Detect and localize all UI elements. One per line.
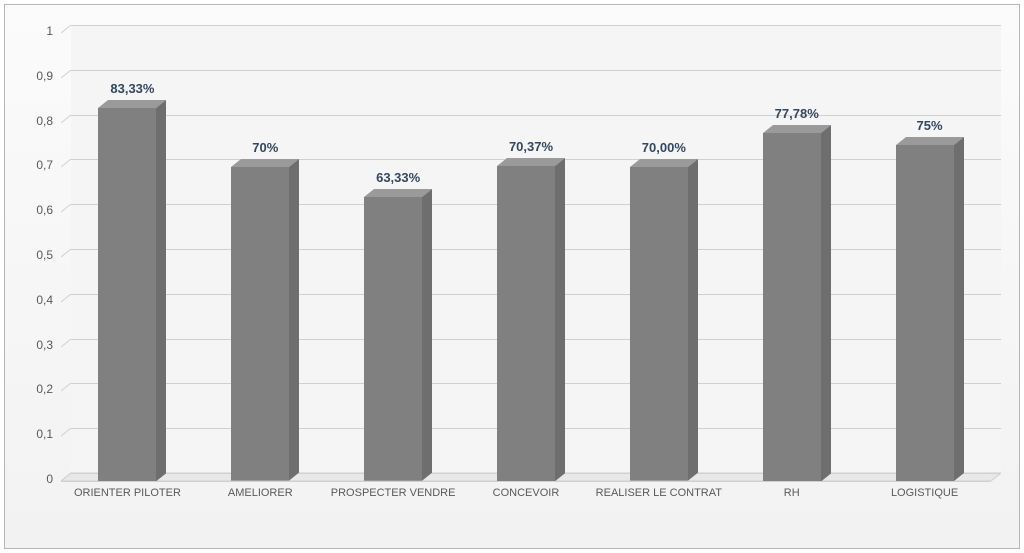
y-tick-connector xyxy=(61,115,73,125)
gridline xyxy=(71,25,1001,26)
x-tick-label: CONCEVOIR xyxy=(450,487,603,499)
gridline xyxy=(71,70,1001,71)
bar-value-label: 77,78% xyxy=(747,106,847,121)
y-tick-label: 0,9 xyxy=(9,69,53,83)
bar xyxy=(896,137,966,483)
y-tick-label: 0,6 xyxy=(9,203,53,217)
y-tick-label: 0 xyxy=(9,472,53,486)
x-tick-label: PROSPECTER VENDRE xyxy=(317,487,470,499)
bar xyxy=(497,158,567,483)
y-tick-connector xyxy=(61,383,73,393)
plot-area: 00,10,20,30,40,50,60,70,80,9183,33%ORIEN… xyxy=(61,25,1001,505)
bar-value-label: 70% xyxy=(215,140,315,155)
y-tick-connector xyxy=(61,70,73,80)
y-tick-label: 0,2 xyxy=(9,382,53,396)
bar-value-label: 70,00% xyxy=(614,140,714,155)
y-tick-connector xyxy=(61,25,73,35)
y-tick-label: 0,4 xyxy=(9,293,53,307)
y-tick-connector xyxy=(61,428,73,438)
x-tick-label: ORIENTER PILOTER xyxy=(51,487,204,499)
y-tick-connector xyxy=(61,204,73,214)
x-axis-line xyxy=(61,481,991,482)
gridline xyxy=(71,115,1001,116)
bar xyxy=(231,159,301,483)
bar xyxy=(630,159,700,483)
x-tick-label: AMELIORER xyxy=(184,487,337,499)
y-tick-connector xyxy=(61,294,73,304)
bar-value-label: 75% xyxy=(880,118,980,133)
chart-container: 0 0,1 0,2 0,3 0,4 0,5 0,6 0,7 0,8 0,9 1 83,33% ORIEN… xyxy=(4,4,1020,549)
y-tick-label: 0,5 xyxy=(9,248,53,262)
y-tick-label: 0,3 xyxy=(9,338,53,352)
bar xyxy=(763,125,833,483)
bar-value-label: 70,37% xyxy=(481,139,581,154)
y-tick-label: 0,8 xyxy=(9,114,53,128)
y-tick-label: 1 xyxy=(9,24,53,38)
x-tick-label: LOGISTIQUE xyxy=(848,487,1001,499)
bar-value-label: 83,33% xyxy=(82,81,182,96)
y-tick-connector xyxy=(61,249,73,259)
y-tick-connector xyxy=(61,339,73,349)
x-tick-label: REALISER LE CONTRAT xyxy=(582,487,735,499)
bar-value-label: 63,33% xyxy=(348,170,448,185)
y-tick-connector xyxy=(61,159,73,169)
x-tick-label: RH xyxy=(715,487,868,499)
bar xyxy=(364,189,434,483)
y-tick-label: 0,7 xyxy=(9,158,53,172)
y-tick-label: 0,1 xyxy=(9,427,53,441)
bar xyxy=(98,100,168,483)
